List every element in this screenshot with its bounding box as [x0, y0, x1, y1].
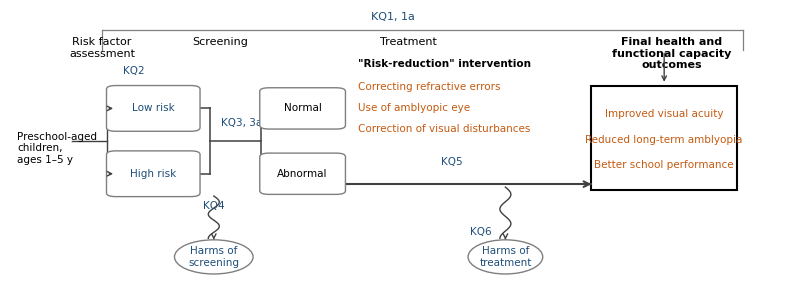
Text: Correcting refractive errors: Correcting refractive errors — [358, 82, 500, 92]
Text: KQ5: KQ5 — [441, 157, 463, 167]
Text: KQ6: KQ6 — [470, 227, 492, 237]
Text: High risk: High risk — [130, 169, 176, 179]
Text: Low risk: Low risk — [132, 103, 174, 113]
Text: Final health and
functional capacity
outcomes: Final health and functional capacity out… — [612, 37, 732, 70]
Text: KQ4: KQ4 — [203, 201, 225, 211]
FancyBboxPatch shape — [260, 88, 346, 129]
FancyBboxPatch shape — [107, 151, 200, 197]
Text: Reduced long-term amblyopia: Reduced long-term amblyopia — [586, 135, 743, 145]
Text: KQ1, 1a: KQ1, 1a — [371, 12, 415, 22]
Ellipse shape — [468, 240, 543, 274]
FancyBboxPatch shape — [591, 86, 737, 190]
Text: Improved visual acuity: Improved visual acuity — [605, 109, 723, 119]
Text: Screening: Screening — [192, 37, 248, 47]
Text: KQ2: KQ2 — [123, 66, 145, 76]
FancyBboxPatch shape — [107, 86, 200, 131]
Text: Treatment: Treatment — [380, 37, 437, 47]
Text: Better school performance: Better school performance — [594, 160, 734, 170]
Text: Risk factor
assessment: Risk factor assessment — [69, 37, 135, 59]
Text: Normal: Normal — [284, 103, 321, 113]
Text: Abnormal: Abnormal — [277, 169, 328, 179]
Ellipse shape — [174, 240, 253, 274]
Text: Harms of
treatment: Harms of treatment — [479, 246, 531, 268]
Text: Use of amblyopic eye: Use of amblyopic eye — [358, 103, 470, 113]
Text: KQ3, 3a: KQ3, 3a — [222, 118, 263, 128]
Text: Correction of visual disturbances: Correction of visual disturbances — [358, 124, 530, 135]
Text: "Risk-reduction" intervention: "Risk-reduction" intervention — [358, 59, 531, 69]
FancyBboxPatch shape — [260, 153, 346, 195]
Text: Harms of
screening: Harms of screening — [189, 246, 239, 268]
Text: Preschool-aged
children,
ages 1–5 y: Preschool-aged children, ages 1–5 y — [17, 132, 97, 165]
